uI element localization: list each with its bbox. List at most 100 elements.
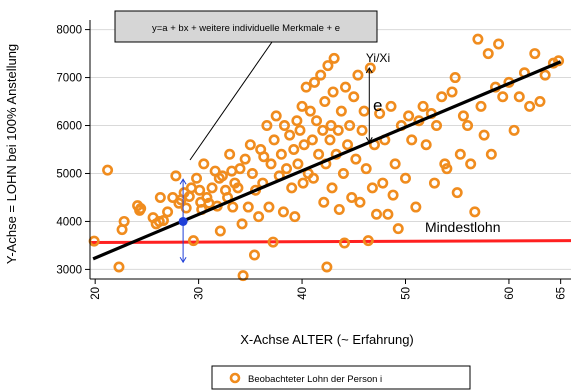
arrow-up-icon <box>179 178 187 185</box>
data-point <box>206 182 218 194</box>
data-point <box>449 72 461 84</box>
data-point <box>338 237 350 249</box>
data-point <box>304 105 316 117</box>
data-point <box>399 172 411 184</box>
data-point <box>246 167 258 179</box>
legend-marker-icon <box>229 372 241 384</box>
data-point <box>493 38 505 50</box>
y-tick-label: 5000 <box>56 168 82 180</box>
data-point <box>265 158 277 170</box>
data-point <box>387 189 399 201</box>
data-point <box>135 202 147 214</box>
data-point <box>327 86 339 98</box>
data-point <box>354 196 366 208</box>
data-point <box>113 261 125 273</box>
data-point <box>389 158 401 170</box>
data-point <box>382 208 394 220</box>
data-point <box>248 249 260 261</box>
data-point <box>436 91 448 103</box>
x-tick-label: 50 <box>400 287 412 300</box>
data-point <box>513 91 525 103</box>
data-point <box>275 148 287 160</box>
data-point <box>291 115 303 127</box>
data-point <box>326 182 338 194</box>
data-point <box>162 206 174 218</box>
x-tick-label: 30 <box>194 287 206 300</box>
y-tick-label: 7000 <box>56 73 82 85</box>
data-point <box>420 139 432 151</box>
formula-text: y=a + bx + weitere individuelle Merkmale… <box>152 23 340 34</box>
y-tick-label: 6000 <box>56 121 82 133</box>
data-point <box>234 163 246 175</box>
data-point <box>154 191 166 203</box>
x-axis-title: X-Achse ALTER (~ Erfahrung) <box>240 332 414 347</box>
data-point <box>284 129 296 141</box>
x-tick-label: 40 <box>297 287 309 300</box>
data-point <box>417 100 429 112</box>
data-point <box>472 33 484 45</box>
data-point <box>478 129 490 141</box>
data-point <box>194 184 206 196</box>
data-point <box>232 182 244 194</box>
data-point <box>462 120 474 132</box>
data-point <box>366 182 378 194</box>
data-point <box>288 144 300 156</box>
data-point <box>454 148 466 160</box>
data-point <box>385 100 397 112</box>
formula-pointer-line <box>189 41 273 161</box>
data-point <box>281 163 293 175</box>
data-point <box>497 91 509 103</box>
data-point <box>286 182 298 194</box>
data-point <box>313 148 325 160</box>
data-point <box>392 223 404 235</box>
data-point <box>339 81 351 93</box>
data-point <box>360 163 372 175</box>
data-point <box>102 164 114 176</box>
data-point <box>239 153 251 165</box>
data-point <box>191 172 203 184</box>
data-point <box>342 139 354 151</box>
data-point <box>348 91 360 103</box>
data-point <box>350 153 362 165</box>
data-point <box>237 270 249 282</box>
legend: Beobachteter Lohn der Person i <box>211 365 471 390</box>
data-point <box>319 96 331 108</box>
data-point <box>294 124 306 136</box>
x-tick-label: 20 <box>90 287 102 300</box>
data-point <box>261 120 273 132</box>
data-point <box>198 158 210 170</box>
data-point <box>306 134 318 146</box>
point-label-yi-xi: Yi/Xi <box>366 51 390 65</box>
data-point <box>346 191 358 203</box>
data-point <box>362 235 374 247</box>
arrow-up-icon <box>365 66 373 74</box>
data-point <box>311 115 323 127</box>
data-point <box>451 187 463 199</box>
data-point <box>377 177 389 189</box>
data-point <box>539 69 551 81</box>
data-point <box>337 167 349 179</box>
data-point <box>267 236 279 248</box>
min-wage-line <box>89 239 572 245</box>
reference-lines <box>89 239 572 245</box>
data-point <box>183 191 195 203</box>
data-point <box>187 235 199 247</box>
data-point <box>277 206 289 218</box>
data-point <box>529 48 541 60</box>
data-point <box>201 191 213 203</box>
data-point <box>344 120 356 132</box>
data-point <box>403 110 415 122</box>
data-point <box>180 202 192 214</box>
data-point <box>118 215 130 227</box>
data-point <box>214 225 226 237</box>
data-point <box>352 69 364 81</box>
data-point <box>441 163 453 175</box>
data-point <box>297 177 309 189</box>
axes: 3000 4000 5000 6000 7000 8000 20 30 40 50 60 65 <box>56 20 571 300</box>
data-point <box>296 100 308 112</box>
error-label-e: e <box>373 96 382 115</box>
data-point <box>317 124 329 136</box>
x-tick-label: 60 <box>504 287 516 300</box>
data-point <box>170 170 182 182</box>
data-point <box>508 124 520 136</box>
